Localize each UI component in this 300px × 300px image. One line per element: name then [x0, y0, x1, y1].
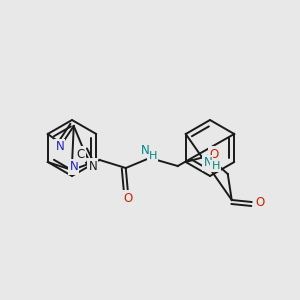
Text: O: O: [123, 191, 132, 205]
Text: H: H: [148, 151, 157, 161]
Text: N: N: [69, 160, 78, 173]
Text: N: N: [88, 160, 97, 172]
Text: N: N: [203, 157, 212, 169]
Text: H: H: [212, 161, 220, 171]
Text: N: N: [56, 140, 64, 154]
Text: O: O: [255, 196, 264, 208]
Text: C: C: [76, 148, 85, 160]
Text: O: O: [209, 148, 218, 160]
Text: N: N: [140, 143, 149, 157]
